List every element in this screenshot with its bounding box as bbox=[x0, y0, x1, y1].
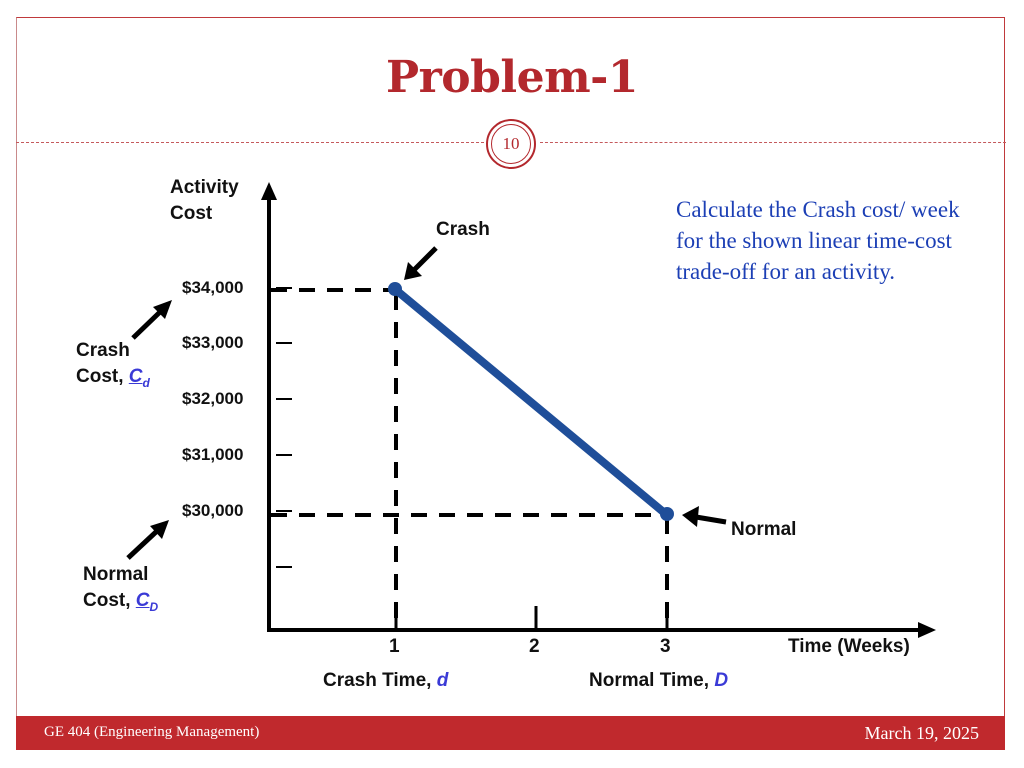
normal-cost-variable: CD bbox=[135, 590, 159, 614]
y-axis-title-line2: Cost bbox=[170, 203, 213, 224]
title-divider-left bbox=[16, 142, 484, 143]
y-ticks bbox=[276, 287, 292, 568]
normal-cost-arrow-shaft bbox=[126, 529, 159, 560]
y-tick-label: $30,000 bbox=[182, 501, 244, 520]
problem-instruction: Calculate the Crash cost/ week for the s… bbox=[676, 197, 960, 284]
y-axis-title-line1: Activity bbox=[170, 177, 239, 198]
normal-arrow-shaft bbox=[695, 514, 727, 525]
normal-point-label: Normal bbox=[731, 519, 797, 540]
crash-time-text: Crash Time, bbox=[323, 670, 437, 691]
normal-cost-text: Cost, bbox=[83, 590, 136, 611]
crash-cost-arrow-icon bbox=[153, 300, 172, 319]
y-axis-arrowhead-icon bbox=[261, 182, 277, 200]
x-tick-label: 3 bbox=[660, 636, 671, 657]
normal-cost-label-line1: Normal bbox=[83, 564, 149, 585]
guide-lines bbox=[271, 288, 669, 628]
normal-time-variable: D bbox=[714, 670, 729, 691]
crash-cost-text: Cost, bbox=[76, 366, 129, 387]
crash-cost-label-line1: Crash bbox=[76, 340, 130, 361]
normal-cost-arrow-icon bbox=[150, 520, 169, 539]
crash-cost-variable: Cd bbox=[128, 366, 150, 390]
normal-time-text: Normal Time, bbox=[589, 670, 715, 691]
x-axis-title: Time (Weeks) bbox=[788, 636, 910, 657]
title-divider-right bbox=[540, 142, 1006, 143]
cost-line bbox=[392, 286, 671, 519]
normal-cost-var-symbol: C bbox=[135, 590, 150, 611]
normal-arrow-icon bbox=[682, 506, 699, 527]
slide-number: 10 bbox=[491, 124, 531, 164]
normal-cost-var-subscript: D bbox=[149, 599, 159, 614]
normal-point bbox=[660, 507, 674, 521]
y-tick-label: $31,000 bbox=[182, 445, 244, 464]
crash-time-label: Crash Time, d bbox=[323, 668, 448, 694]
crash-cost-arrow-shaft bbox=[131, 310, 162, 340]
slide-number-badge: 10 bbox=[486, 119, 536, 169]
normal-cost-label-line2: Cost, CD bbox=[83, 588, 158, 620]
y-tick-label: $33,000 bbox=[182, 333, 244, 352]
crash-point bbox=[388, 282, 402, 296]
footer-course: GE 404 (Engineering Management) bbox=[44, 724, 260, 740]
crash-point-label: Crash bbox=[436, 219, 490, 240]
crash-time-variable: d bbox=[436, 670, 449, 691]
y-tick-label: $32,000 bbox=[182, 389, 244, 408]
crash-cost-var-symbol: C bbox=[128, 366, 143, 387]
x-ticks bbox=[394, 606, 669, 630]
crash-arrow-icon bbox=[404, 262, 422, 280]
crash-arrow-shaft bbox=[412, 246, 438, 272]
normal-time-label: Normal Time, D bbox=[589, 668, 728, 694]
x-tick-label: 2 bbox=[529, 636, 540, 657]
y-tick-label: $34,000 bbox=[182, 278, 244, 297]
crash-cost-label-line2: Cost, Cd bbox=[76, 364, 150, 396]
footer-date: March 19, 2025 bbox=[864, 723, 979, 743]
slide-title: Problem-1 bbox=[385, 52, 639, 103]
slide-footer: GE 404 (Engineering Management) March 19… bbox=[16, 716, 1005, 750]
crash-cost-var-subscript: d bbox=[142, 375, 150, 390]
x-axis-arrowhead-icon bbox=[918, 622, 936, 638]
x-tick-label: 1 bbox=[389, 636, 400, 657]
